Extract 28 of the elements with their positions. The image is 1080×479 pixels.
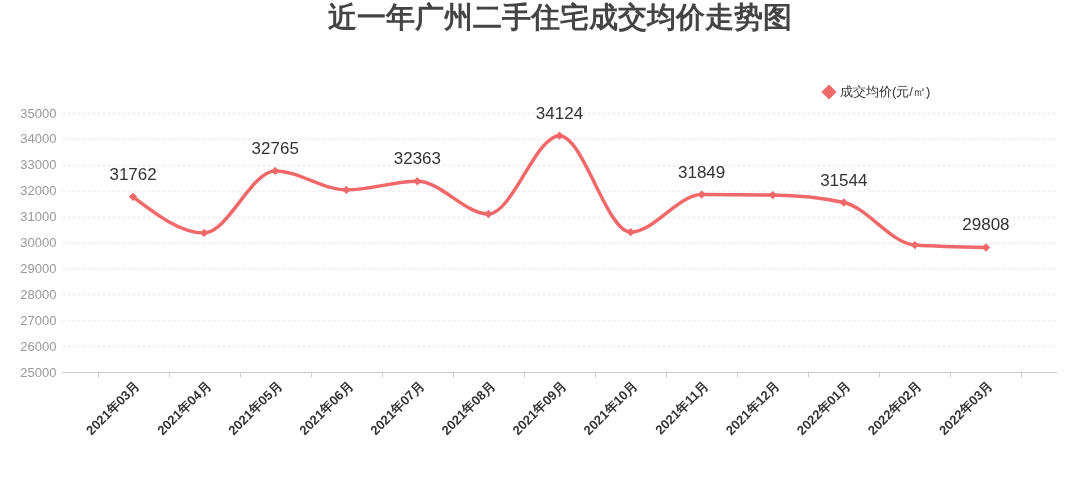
y-tick-label: 34000 <box>20 131 57 147</box>
point <box>484 209 493 219</box>
point <box>342 185 351 195</box>
point <box>697 190 706 199</box>
data-label: 32765 <box>251 138 299 158</box>
point <box>839 198 848 207</box>
data-label: 29808 <box>962 215 1010 235</box>
y-tick-label: 28000 <box>20 286 57 302</box>
point <box>271 166 280 176</box>
y-tick-label: 27000 <box>20 312 57 328</box>
data-label: 31762 <box>109 164 157 184</box>
point <box>555 131 564 140</box>
point <box>626 227 635 237</box>
y-tick-label: 33000 <box>20 157 57 173</box>
chart-title: 近一年广州二手住宅成交均价走势图 <box>327 1 792 33</box>
legend-label: 成交均价(元/㎡) <box>840 84 931 99</box>
y-tick-label: 31000 <box>20 209 57 225</box>
data-label: 31544 <box>820 170 868 190</box>
data-label: 32363 <box>393 149 441 169</box>
data-label: 31849 <box>678 162 726 182</box>
y-tick-label: 32000 <box>20 183 57 199</box>
y-tick-label: 26000 <box>20 338 57 354</box>
point <box>128 192 138 202</box>
data-label: 34124 <box>535 103 584 123</box>
y-tick-label: 25000 <box>20 364 57 380</box>
y-tick-label: 35000 <box>20 105 57 121</box>
y-tick-label: 29000 <box>20 260 57 276</box>
y-tick-label: 30000 <box>20 235 57 250</box>
